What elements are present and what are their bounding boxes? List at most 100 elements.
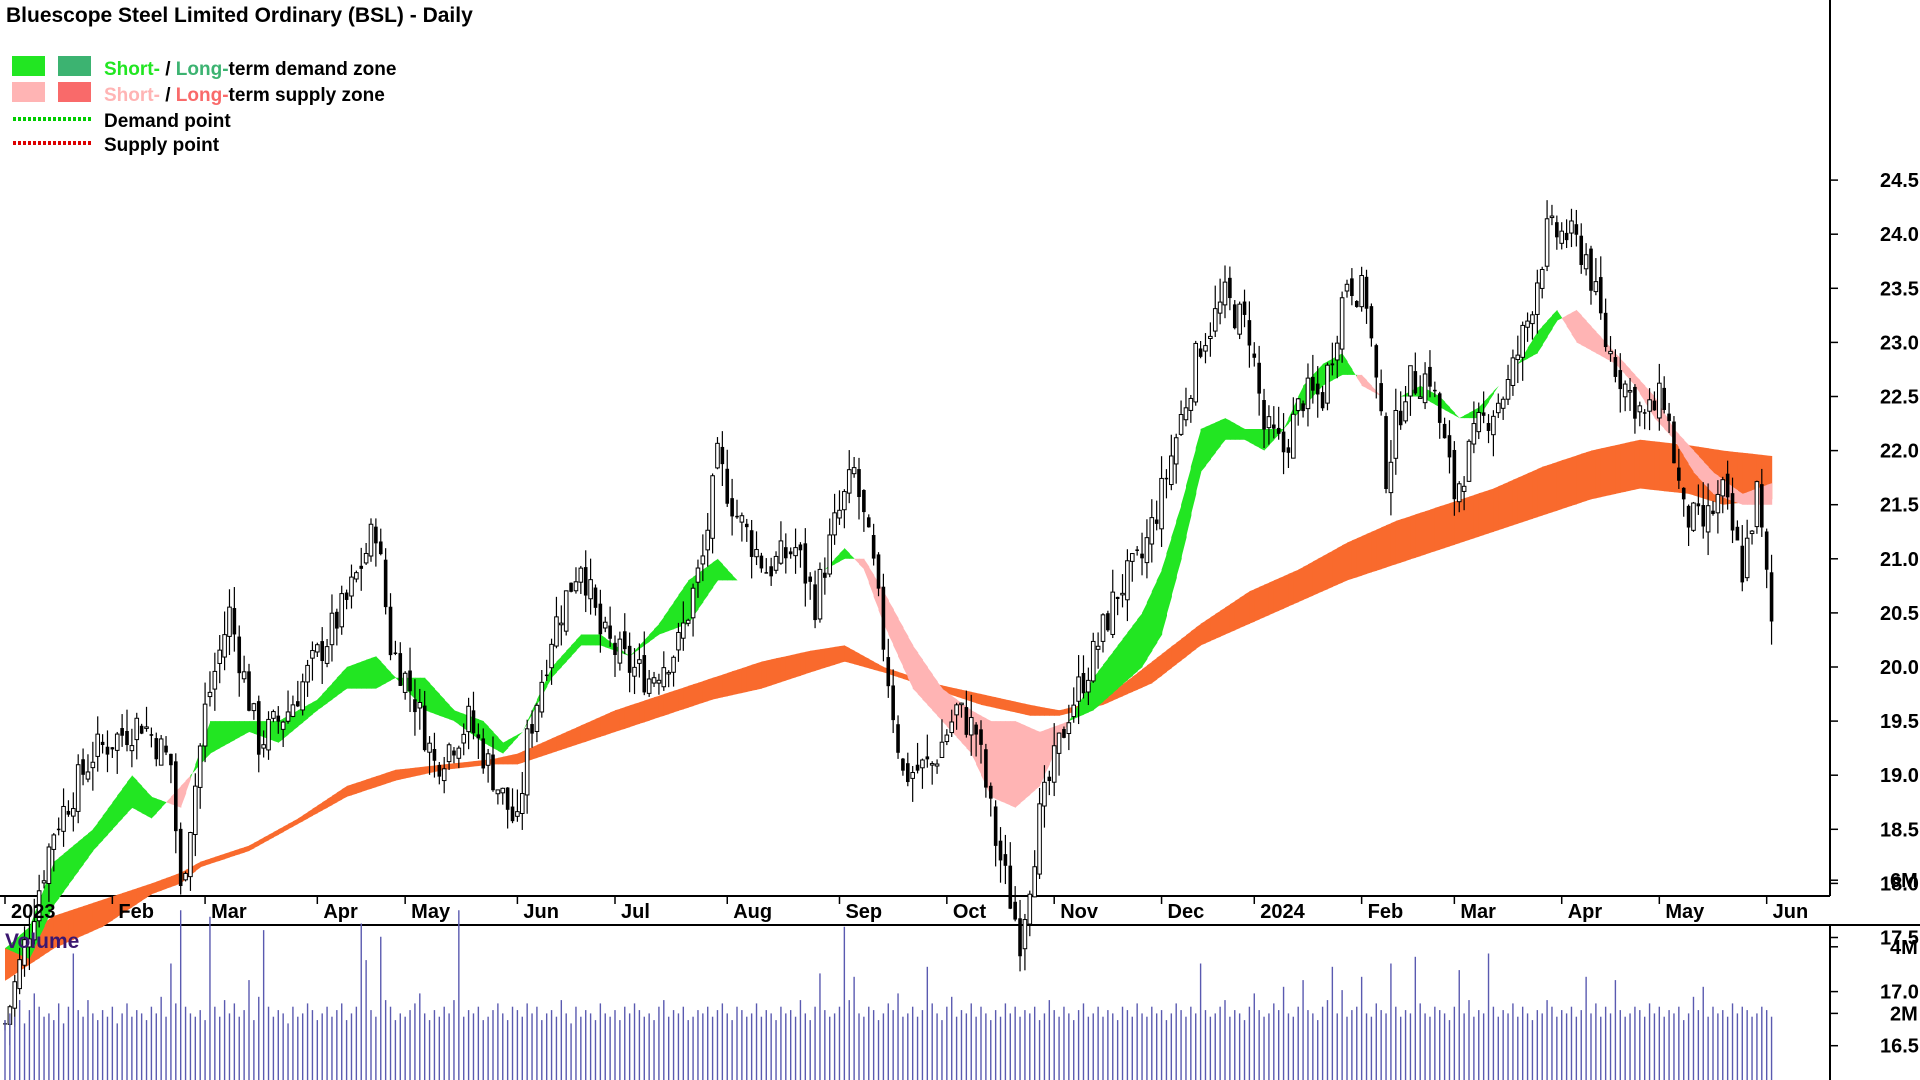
candle-body-up: [646, 678, 652, 694]
long-term-zone-down: [1347, 540, 1353, 581]
short-term-zone-down: [898, 618, 904, 667]
candle-body-up: [227, 606, 232, 637]
long-term-zone-down: [44, 919, 50, 955]
candle-body-down: [725, 468, 730, 504]
long-term-zone-down: [1181, 635, 1187, 661]
candle-body-up: [1461, 485, 1467, 492]
candle-body-up: [41, 880, 47, 884]
short-term-zone-down: [863, 558, 870, 584]
candle-body-down: [1311, 376, 1315, 391]
candle-body-down: [979, 729, 983, 745]
long-term-zone-down: [673, 689, 679, 713]
candle-body-down: [1301, 403, 1305, 412]
x-tick-label: Mar: [1460, 901, 1496, 923]
candle-body-down: [1003, 854, 1008, 866]
long-term-zone-down: [244, 845, 250, 853]
candle-body-up: [183, 872, 188, 881]
long-term-zone-down: [1049, 708, 1055, 716]
candle-body-up: [324, 646, 330, 664]
long-term-zone-down: [795, 652, 801, 678]
short-term-zone-down: [1683, 439, 1690, 465]
candle-body-up: [1583, 254, 1589, 270]
long-term-zone-down: [1044, 707, 1050, 716]
candle-body-down: [608, 625, 612, 639]
long-term-zone-down: [1488, 488, 1494, 534]
candle-body-up: [1193, 342, 1199, 403]
candle-body-down: [1198, 348, 1203, 357]
candle-body-down: [1769, 572, 1774, 622]
candle-body-down: [374, 526, 378, 544]
long-term-zone-down: [297, 815, 304, 824]
candle-body-down: [1242, 301, 1247, 315]
candle-body-up: [1456, 483, 1462, 503]
short-term-zone-up: [92, 822, 99, 851]
long-term-zone-down: [1371, 529, 1377, 573]
candle-body-down: [437, 764, 442, 777]
candle-body-up: [1169, 455, 1174, 486]
candle-body-up: [539, 681, 545, 713]
long-term-zone-down: [48, 915, 55, 952]
short-term-zone-up: [1347, 361, 1353, 375]
candle-body-up: [573, 581, 579, 592]
candle-body-up: [1754, 481, 1760, 528]
long-term-zone-down: [195, 861, 201, 872]
long-term-zone-down: [1259, 584, 1265, 620]
candle-body-down: [769, 566, 773, 577]
long-term-zone-down: [976, 693, 982, 705]
candle-body-down: [1442, 423, 1447, 439]
candle-body-down: [413, 699, 417, 713]
short-term-zone-up: [644, 634, 650, 646]
candle-body-up: [1295, 398, 1301, 411]
short-term-zone-down: [1742, 492, 1748, 505]
long-term-zone-down: [1595, 448, 1602, 499]
long-term-zone-down: [1146, 661, 1153, 686]
candle-body-up: [1173, 437, 1179, 465]
candle-body-up: [1217, 301, 1223, 314]
short-term-zone-up: [151, 796, 157, 819]
short-term-zone-up: [1205, 424, 1211, 466]
short-term-zone-up: [1556, 309, 1563, 321]
candle-body-up: [651, 677, 657, 684]
candle-body-down: [81, 759, 85, 775]
long-term-zone-down: [1400, 517, 1407, 563]
long-term-zone-down: [1532, 469, 1538, 519]
long-term-zone-down: [1142, 665, 1148, 688]
candle-body-up: [46, 846, 52, 884]
long-term-zone-down: [824, 647, 831, 668]
long-term-zone-down: [1659, 441, 1665, 492]
candle-body-up: [1095, 645, 1101, 650]
short-term-zone-down: [942, 688, 948, 727]
candle-body-down: [1350, 278, 1354, 297]
candle-body-up: [197, 745, 203, 788]
candle-body-down: [1667, 413, 1671, 422]
long-term-zone-down: [5, 945, 11, 981]
x-tick-label: Jun: [523, 901, 559, 923]
long-term-zone-down: [1356, 536, 1363, 578]
short-term-zone-up: [580, 634, 587, 646]
candle-body-up: [1691, 502, 1696, 531]
short-term-zone-up: [1234, 423, 1241, 440]
short-term-zone-up: [566, 645, 572, 662]
long-term-zone-down: [400, 768, 406, 780]
candle-body-up: [793, 547, 798, 557]
x-axis-ticks: 2023 Feb Mar Apr May Jun Jul Aug Sep Oct Nov Dec 202…: [4, 896, 1808, 923]
candle-body-up: [1393, 409, 1399, 459]
candle-body-up: [949, 721, 955, 734]
candle-body-up: [846, 469, 852, 494]
short-term-zone-up: [1215, 420, 1221, 453]
candle-body-up: [1515, 354, 1521, 361]
legend-swatch-long-supply: [58, 82, 91, 102]
candle-body-down: [383, 559, 388, 608]
candle-body-down: [476, 734, 481, 739]
short-term-zone-down: [1595, 331, 1602, 356]
candle-body-up: [656, 679, 662, 684]
long-term-zone-down: [424, 766, 431, 775]
short-term-zone-up: [312, 699, 318, 715]
long-term-zone-down: [327, 795, 333, 808]
long-term-zone-down: [97, 899, 104, 929]
long-term-zone-down: [1747, 453, 1753, 502]
long-term-zone-down: [1298, 566, 1304, 603]
candle-body-down: [388, 606, 393, 656]
long-term-zone-down: [1225, 604, 1231, 635]
y-tick-label: 20.5: [1880, 603, 1919, 625]
